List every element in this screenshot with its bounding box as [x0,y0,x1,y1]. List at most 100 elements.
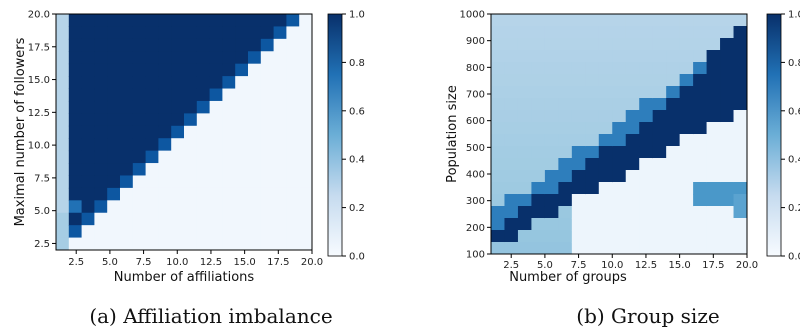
heatmap-cell [679,122,694,135]
heatmap-cell [56,163,70,176]
heatmap-cell [222,14,236,27]
heatmap-cell [558,98,573,111]
heatmap-cell [209,14,223,27]
heatmap-cell [222,51,236,65]
heatmap-cell [585,206,600,219]
heatmap-cell [286,237,300,251]
heatmap-cell [693,110,708,123]
heatmap-cell [120,175,134,189]
heatmap-cell [94,38,108,52]
heatmap-cell [693,170,708,183]
heatmap-cell [107,88,121,102]
heatmap-cell [652,122,667,135]
heatmap-cell [612,38,627,51]
heatmap-cell [145,14,159,27]
heatmap-cell [652,86,667,99]
heatmap-cell [652,194,667,207]
heatmap-cell [531,122,546,135]
heatmap-cell [652,134,667,147]
heatmap-cell [120,14,134,27]
heatmap-cell [248,212,262,226]
heatmap-cell [196,175,211,189]
heatmap-cell [248,150,262,164]
heatmap-cell [222,138,236,152]
heatmap-cell [56,51,70,65]
colorbar-tick-label: 1.0 [788,10,800,21]
heatmap-cell [184,225,198,239]
heatmap-cell [273,26,287,40]
heatmap-cell [56,76,70,90]
heatmap-cell [68,212,83,226]
heatmap-cell [733,14,748,27]
heatmap-cell [273,76,287,90]
heatmap-cell [145,63,159,77]
heatmap-cell [158,113,172,127]
y-tick-label: 17.5 [28,42,50,53]
heatmap-cell [196,14,211,27]
heatmap-cell [120,51,134,65]
heatmap-cell [612,122,627,135]
heatmap-cell [612,74,627,87]
heatmap-cell [652,230,667,243]
heatmap-cell [273,100,287,114]
heatmap-cell [598,98,613,111]
heatmap-cell [531,86,546,99]
heatmap-cell [571,230,586,243]
heatmap-cell [94,100,108,114]
x-tick-label: 10.0 [601,260,623,271]
heatmap-cell [273,163,287,176]
heatmap-cell [706,98,721,111]
heatmap-cell [625,158,640,171]
heatmap-cell [679,146,694,159]
heatmap-cell [585,50,600,63]
heatmap-cell [120,63,134,77]
heatmap-cell [235,187,249,201]
heatmap-cell [517,86,532,99]
heatmap-cell [273,187,287,201]
x-tick-label: 7.5 [571,260,587,271]
heatmap-cell [94,150,108,164]
heatmap-cell [222,113,236,127]
heatmap-cell [491,146,505,159]
heatmap-cell [171,237,185,251]
heatmap-cell [222,88,236,102]
heatmap-cell [120,187,134,201]
y-tick-label: 20.0 [28,10,50,21]
y-tick-label: 15.0 [28,75,50,86]
heatmap-cell [504,182,519,195]
heatmap-cell [612,170,627,183]
heatmap-cell [286,100,300,114]
heatmap-cell [81,163,95,176]
heatmap-cell [184,76,198,90]
heatmap-cell [517,110,532,123]
heatmap-cell [625,98,640,111]
colorbar-gradient [766,13,782,257]
heatmap-cell [248,187,262,201]
heatmap-cell [558,206,573,219]
heatmap-cell [81,200,95,214]
heatmap-cell [120,125,134,139]
heatmap-cell [504,218,519,231]
heatmap-cell [598,146,613,159]
heatmap-cell [558,50,573,63]
heatmap-cell [517,62,532,75]
heatmap-cell [652,74,667,87]
heatmap-cell [666,122,681,135]
heatmap-cell [286,14,300,27]
heatmap-cell [209,138,223,152]
heatmap-cell [585,62,600,75]
heatmap-cell [299,113,313,127]
heatmap-cell [248,138,262,152]
heatmap-cell [666,206,681,219]
heatmap-cell [184,38,198,52]
heatmap-cell [107,63,121,77]
heatmap-cell [286,200,300,214]
heatmap-cell [209,100,223,114]
heatmap-cell [666,14,681,27]
heatmap-cell [491,122,505,135]
heatmap-cell [517,194,532,207]
heatmap-cell [544,122,559,135]
heatmap-cell [260,212,275,226]
heatmap-cell [612,134,627,147]
